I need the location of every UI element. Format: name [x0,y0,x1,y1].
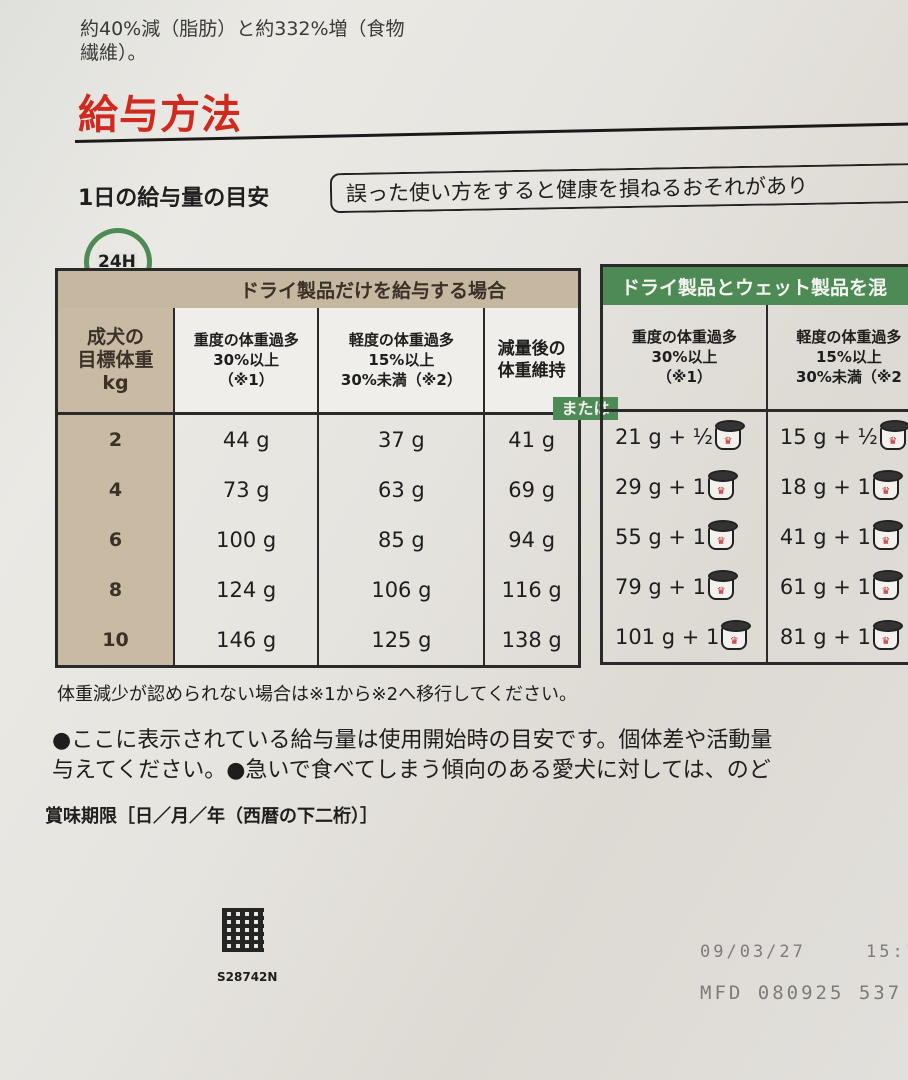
amount-cell: 63 g [317,465,485,515]
amount-cell: 85 g [317,515,485,565]
intro-text-line-2: 繊維）。 [80,42,147,64]
table-row: 4 73 g 63 g 69 g [56,465,580,515]
amount-text: 29 g + 1 [615,474,707,499]
time-stamp: 15:1 [866,942,908,962]
section-title: 給与方法 [78,92,242,138]
amount-text: 81 g + 1 [779,624,871,649]
wet-food-can-icon: ♛ [872,569,903,600]
dry-feeding-table: ドライ製品だけを給与する場合 成犬の 目標体重 kg 重度の体重過多 30%以上（… [55,268,581,668]
weight-header-unit: kg [102,371,129,394]
expiry-label: 賞味期限［日／月／年（西暦の下二桁）］ [45,806,378,827]
wet-food-can-icon: ♛ [708,569,739,600]
datamatrix-code-icon [222,908,264,952]
amount-cell: 124 g [172,565,319,615]
amount-cell: 100 g [172,515,319,565]
wet-food-can-icon: ♛ [721,619,752,650]
amount-cell: 101 g + 1 ♛ [602,612,767,664]
bullet-note-2: 与えてください。●急いで食べてしまう傾向のある愛犬に対しては、のど [52,758,771,783]
table-row: 10 146 g 125 g 138 g [56,615,580,667]
amount-cell: 73 g [172,465,319,515]
wet-food-can-icon: ♛ [872,519,903,550]
dry-table-band: ドライ製品だけを給与する場合 [56,269,580,308]
mixed-feeding-table: ドライ製品とウェット製品を混 重度の体重過多 30%以上 （※1） 軽度の体重過多 1… [600,264,908,665]
amount-cell: 37 g [317,413,485,465]
bullet-note-1: ●ここに表示されている給与量は使用開始時の目安です。個体差や活動量 [52,728,773,753]
table-row: 29 g + 1 ♛ 18 g + 1 ♛ [602,462,908,512]
amount-text: 55 g + 1 [615,524,707,549]
product-code: S28742N [217,970,278,984]
amount-cell: 94 g [483,515,580,565]
wet-food-can-icon: ♛ [715,419,746,450]
wet-food-can-icon: ♛ [872,469,903,500]
mixed-table-band: ドライ製品とウェット製品を混 [601,265,908,305]
amount-cell: 125 g [317,615,485,667]
amount-cell: 29 g + 1 ♛ [602,462,767,512]
amount-text: 41 g + 1 [779,524,871,549]
wet-food-can-icon: ♛ [708,469,739,500]
weight-cell: 8 [56,565,174,615]
weight-header-line: 成犬の [86,325,144,348]
weight-cell: 10 [56,615,174,667]
amount-cell: 55 g + 1 ♛ [602,512,767,562]
weight-header-line: 目標体重 [77,348,154,371]
amount-cell: 21 g + ½ ♛ [602,411,767,463]
amount-cell: 116 g [483,565,580,615]
wet-food-can-icon: ♛ [708,519,739,550]
col-header-maintain: 減量後の 体重維持 [483,308,580,414]
wet-food-can-icon: ♛ [872,619,903,650]
amount-cell: 79 g + 1 ♛ [602,562,767,612]
amount-cell: 44 g [172,413,319,465]
col-header-mild: 軽度の体重過多 15%以上 30%未満（※2） [317,308,485,414]
amount-cell: 18 g + 1 ♛ [765,462,908,512]
clock-24h-icon: 24H [84,228,156,296]
table-row: 21 g + ½ ♛ 15 g + ½ ♛ [602,410,908,463]
footnote: 体重減少が認められない場合は※1から※2へ移行してください。 [57,684,577,705]
amount-cell: 41 g + 1 ♛ [765,512,908,562]
amount-text: 79 g + 1 [615,574,707,599]
mfd-stamp: MFD 080925 537 [700,982,903,1004]
col-header-mild: 軽度の体重過多 15%以上 30%未満（※2 [765,305,908,411]
subtitle: 1日の給与量の目安 [78,186,270,211]
table-row: 8 124 g 106 g 116 g [56,565,580,615]
amount-cell: 138 g [483,615,580,667]
amount-cell: 106 g [317,565,485,615]
weight-header: 成犬の 目標体重 kg [56,308,174,414]
amount-cell: 41 g [483,413,580,465]
amount-text: 61 g + 1 [779,574,871,599]
weight-cell: 2 [56,413,174,465]
clock-label: 24H [96,252,138,272]
amount-text: 18 g + 1 [779,474,871,499]
warning-box: 誤った使い方をすると健康を損ねるおそれがあり [329,162,908,214]
amount-cell: 61 g + 1 ♛ [765,562,908,612]
intro-text-line-1: 約40%減（脂肪）と約332%増（食物 [80,18,405,40]
amount-text: 21 g + ½ [615,424,714,449]
table-row: 6 100 g 85 g 94 g [56,515,580,565]
col-header-severe: 重度の体重過多 30%以上 （※1） [631,328,737,386]
amount-cell: 146 g [172,615,319,667]
amount-text: 101 g + 1 [615,624,720,649]
weight-cell: 6 [56,515,174,565]
table-row: 55 g + 1 ♛ 41 g + 1 ♛ [602,512,908,562]
amount-cell: 15 g + ½ ♛ [765,410,908,462]
weight-cell: 4 [56,465,174,515]
amount-cell: 69 g [483,465,580,515]
wet-food-can-icon: ♛ [879,419,908,450]
amount-text: 15 g + ½ [779,424,878,449]
table-row: 2 44 g 37 g 41 g [56,413,580,465]
amount-cell: 81 g + 1 ♛ [765,612,908,664]
date-stamp: 09/03/27 [700,942,806,962]
table-row: 101 g + 1 ♛ 81 g + 1 ♛ [602,612,908,664]
table-row: 79 g + 1 ♛ 61 g + 1 ♛ [602,562,908,612]
col-header-severe: 重度の体重過多 30%以上 （※1） [172,308,319,414]
